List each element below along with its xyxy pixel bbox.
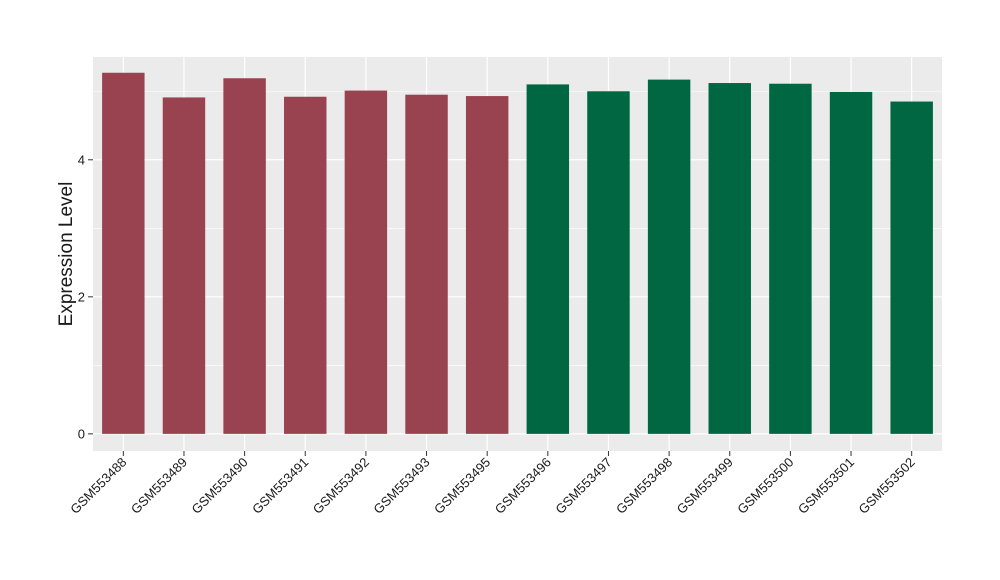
bar-GSM553500 bbox=[769, 83, 812, 434]
bar-GSM553491 bbox=[284, 96, 327, 434]
y-axis-title: Expression Level bbox=[56, 182, 77, 327]
bar-GSM553495 bbox=[465, 96, 509, 434]
x-tick-label: GSM553493 bbox=[370, 455, 432, 517]
bar-GSM553488 bbox=[102, 72, 145, 434]
x-tick-label: GSM553490 bbox=[189, 455, 251, 517]
x-tick-label: GSM553492 bbox=[310, 455, 372, 517]
bars bbox=[102, 72, 933, 434]
x-tick-label: GSM553497 bbox=[552, 455, 614, 517]
bar-GSM553493 bbox=[405, 94, 448, 434]
x-tick-label: GSM553498 bbox=[613, 455, 675, 517]
bar-GSM553501 bbox=[829, 91, 873, 434]
x-tick-label: GSM553489 bbox=[128, 455, 190, 517]
y-tick-label: 4 bbox=[78, 152, 85, 167]
bar-GSM553492 bbox=[344, 90, 388, 434]
y-tick-label: 2 bbox=[78, 289, 85, 304]
x-tick-label: GSM553499 bbox=[674, 455, 736, 517]
bar-GSM553499 bbox=[708, 83, 751, 434]
y-tick-label: 0 bbox=[78, 426, 85, 441]
bar-GSM553496 bbox=[526, 84, 570, 434]
plot-panel bbox=[93, 57, 942, 451]
x-tick-label: GSM553495 bbox=[431, 455, 493, 517]
bar-GSM553498 bbox=[647, 79, 691, 434]
bar-GSM553502 bbox=[890, 101, 933, 434]
x-tick-label: GSM553491 bbox=[249, 455, 311, 517]
bar-GSM553497 bbox=[587, 91, 630, 434]
bar-GSM553489 bbox=[162, 97, 206, 434]
x-tick-label: GSM553500 bbox=[734, 455, 796, 517]
x-axis: GSM553488GSM553489GSM553490GSM553491GSM5… bbox=[67, 451, 918, 517]
x-tick-label: GSM553488 bbox=[67, 455, 129, 517]
y-axis: 0 2 4 bbox=[78, 152, 93, 441]
x-tick-label: GSM553496 bbox=[492, 455, 554, 517]
bar-GSM553490 bbox=[223, 78, 266, 434]
x-tick-label: GSM553501 bbox=[795, 455, 857, 517]
x-tick-label: GSM553502 bbox=[856, 455, 918, 517]
